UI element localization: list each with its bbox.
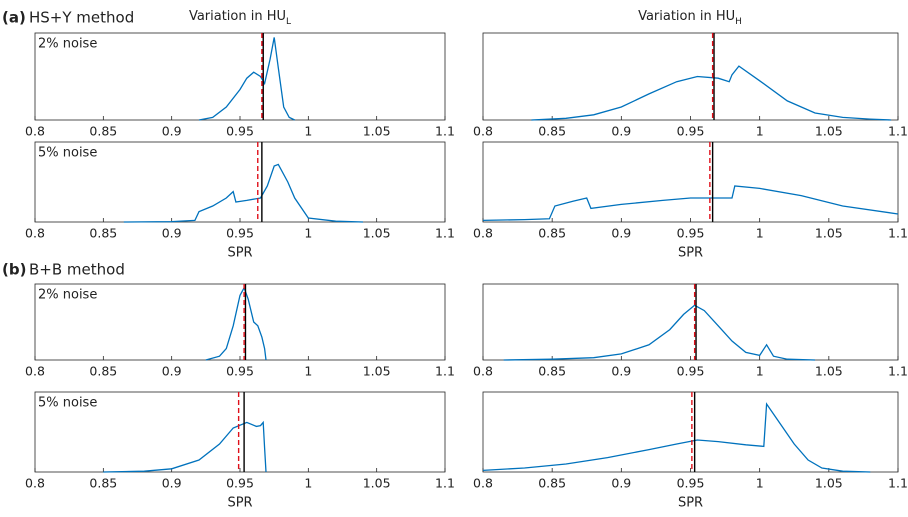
x-tick-label: 0.85 xyxy=(89,364,117,379)
x-tick-label: 1 xyxy=(304,476,312,491)
panel-annotation: 2% noise xyxy=(38,288,97,303)
axes-box xyxy=(482,141,899,223)
density-curve xyxy=(482,402,871,473)
x-tick-label: 1.1 xyxy=(888,476,908,491)
x-tick-label: 0.85 xyxy=(538,364,566,379)
panel-annotation: 2% noise xyxy=(38,37,97,52)
column-title: Variation in HUH xyxy=(638,9,742,27)
x-tick-label: 0.95 xyxy=(677,476,705,491)
x-tick-label: 1.1 xyxy=(888,226,908,241)
x-tick-label: 1.05 xyxy=(815,476,843,491)
x-tick-label: 0.95 xyxy=(226,364,254,379)
x-tick-label: 1.1 xyxy=(888,364,908,379)
x-tick-label: 1 xyxy=(756,124,764,139)
x-tick-label: 0.9 xyxy=(611,364,631,379)
column-title-subscript: L xyxy=(286,17,291,27)
row-letter: (a) xyxy=(2,9,26,27)
axes-box xyxy=(482,391,899,473)
x-tick-label: 0.85 xyxy=(89,476,117,491)
x-tick-label: 1.1 xyxy=(435,124,455,139)
x-tick-label: 0.8 xyxy=(25,226,45,241)
axes-box xyxy=(34,141,446,223)
x-tick-label: 1.05 xyxy=(815,124,843,139)
x-tick-label: 1 xyxy=(304,124,312,139)
x-tick-label: 1 xyxy=(756,364,764,379)
x-tick-label: 0.9 xyxy=(162,364,182,379)
x-tick-label: 0.8 xyxy=(25,364,45,379)
density-curve xyxy=(123,163,364,223)
x-tick-label: 1.05 xyxy=(815,226,843,241)
x-tick-label: 0.9 xyxy=(611,476,631,491)
x-axis-label: SPR xyxy=(678,246,703,261)
x-tick-label: 1.05 xyxy=(363,124,391,139)
density-curve xyxy=(503,304,816,361)
x-tick-label: 0.85 xyxy=(89,226,117,241)
x-tick-label: 0.9 xyxy=(611,226,631,241)
x-tick-label: 0.8 xyxy=(25,476,45,491)
x-tick-label: 1.1 xyxy=(888,124,908,139)
x-tick-label: 0.8 xyxy=(473,364,493,379)
axes-box xyxy=(482,32,899,121)
axes-box xyxy=(34,32,446,121)
axes-box xyxy=(482,283,899,361)
x-tick-label: 1.05 xyxy=(363,364,391,379)
x-tick-label: 1.05 xyxy=(815,364,843,379)
column-title: Variation in HUL xyxy=(189,9,291,27)
x-tick-label: 0.8 xyxy=(473,124,493,139)
density-curve xyxy=(482,185,899,222)
x-tick-label: 0.85 xyxy=(89,124,117,139)
x-tick-label: 0.95 xyxy=(677,124,705,139)
x-tick-label: 0.95 xyxy=(677,364,705,379)
x-tick-label: 0.95 xyxy=(226,476,254,491)
x-tick-label: 1 xyxy=(304,226,312,241)
panel-annotation: 5% noise xyxy=(38,146,97,161)
x-tick-label: 0.85 xyxy=(538,476,566,491)
x-tick-label: 0.85 xyxy=(538,124,566,139)
x-tick-label: 0.9 xyxy=(162,476,182,491)
x-tick-label: 1 xyxy=(304,364,312,379)
x-tick-label: 0.85 xyxy=(538,226,566,241)
x-tick-label: 0.8 xyxy=(473,476,493,491)
x-tick-label: 0.95 xyxy=(226,124,254,139)
row-label: B+B method xyxy=(29,261,125,279)
x-tick-label: 1.1 xyxy=(435,476,455,491)
x-tick-label: 0.95 xyxy=(677,226,705,241)
x-axis-label: SPR xyxy=(678,496,703,511)
row-letter: (b) xyxy=(2,261,26,279)
x-tick-label: 1 xyxy=(756,226,764,241)
x-tick-label: 1.05 xyxy=(363,476,391,491)
x-tick-label: 0.8 xyxy=(473,226,493,241)
panel-annotation: 5% noise xyxy=(38,396,97,411)
density-curve xyxy=(103,420,267,473)
x-tick-label: 1.05 xyxy=(363,226,391,241)
x-tick-label: 1 xyxy=(756,476,764,491)
x-tick-label: 0.9 xyxy=(162,226,182,241)
x-axis-label: SPR xyxy=(227,246,252,261)
x-axis-label: SPR xyxy=(227,496,252,511)
column-title-text: Variation in HU xyxy=(189,9,286,24)
column-title-subscript: H xyxy=(735,17,742,27)
density-curve xyxy=(531,65,892,121)
x-tick-label: 0.95 xyxy=(226,226,254,241)
row-label: HS+Y method xyxy=(29,9,134,27)
x-tick-label: 0.9 xyxy=(162,124,182,139)
x-tick-label: 0.8 xyxy=(25,124,45,139)
x-tick-label: 1.1 xyxy=(435,364,455,379)
column-title-text: Variation in HU xyxy=(638,9,735,24)
x-tick-label: 1.1 xyxy=(435,226,455,241)
x-tick-label: 0.9 xyxy=(611,124,631,139)
